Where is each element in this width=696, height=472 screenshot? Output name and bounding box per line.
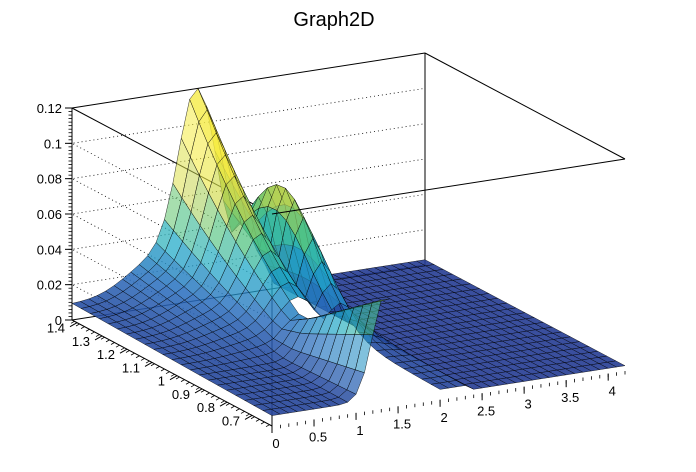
y-minor-tick [200, 389, 205, 393]
y-minor-tick [70, 320, 75, 324]
surface-cell [372, 298, 390, 303]
y-tick-label: 0.9 [172, 387, 190, 402]
surface-cell [606, 360, 626, 368]
x-tick-label: 3.5 [561, 390, 579, 405]
x-tick-label: 0 [272, 436, 279, 451]
x-tick-label: 3 [525, 397, 532, 412]
box-edge-top-front [271, 158, 626, 215]
y-minor-tick [205, 392, 210, 396]
y-minor-tick [250, 416, 255, 420]
y-minor-tick [125, 350, 130, 353]
z-tick-label: 0.1 [44, 136, 62, 151]
y-minor-tick [120, 347, 125, 351]
y-tick-mark [169, 375, 178, 381]
y-tick-mark [119, 348, 128, 354]
chart-title: Graph2D [293, 9, 374, 31]
y-minor-tick [190, 384, 195, 388]
y-tick-mark [94, 335, 103, 341]
y-minor-tick [215, 397, 220, 401]
y-minor-tick [240, 411, 245, 414]
y-minor-tick [135, 355, 140, 359]
y-minor-tick [105, 339, 110, 343]
y-minor-tick [145, 360, 150, 364]
y-minor-tick [150, 363, 155, 367]
y-minor-tick [180, 379, 185, 382]
y-minor-tick [85, 328, 90, 332]
y-minor-tick [115, 344, 120, 348]
grid-line [70, 193, 426, 356]
z-tick-label: 0.04 [37, 242, 62, 257]
y-minor-tick [140, 358, 145, 361]
y-minor-tick [95, 334, 100, 337]
y-minor-tick [155, 366, 160, 369]
y-minor-tick [185, 381, 190, 385]
y-axis-ticks: 0.7 0.8 0.9 1 1.1 1.2 1.3 1.4 [47, 320, 270, 428]
y-tick-label: 0.8 [197, 400, 215, 415]
y-minor-tick [80, 326, 85, 329]
y-tick-label: 1.2 [97, 347, 115, 362]
y-minor-tick [225, 403, 230, 406]
y-tick-label: 1.3 [72, 334, 90, 349]
y-minor-tick [235, 408, 240, 412]
y-minor-tick [265, 424, 270, 428]
x-tick-label: 2.5 [477, 403, 495, 418]
y-minor-tick [110, 342, 115, 345]
z-tick-label: 0.02 [37, 278, 62, 293]
y-minor-tick [170, 373, 175, 377]
grid-line [70, 123, 426, 286]
z-axis-ticks: 0 0.02 0.04 0.06 0.08 0.1 0.12 [37, 101, 72, 328]
box-edge-top-right [424, 52, 626, 160]
y-minor-tick [220, 400, 225, 404]
y-tick-mark [219, 401, 228, 407]
y-tick-label: 1.1 [122, 360, 140, 375]
box-edge-back [71, 319, 273, 427]
y-minor-tick [75, 323, 80, 327]
y-minor-tick [195, 387, 200, 390]
z-tick-label: 0.06 [37, 207, 62, 222]
y-tick-mark [194, 388, 203, 394]
z-tick-label: 0.08 [37, 172, 62, 187]
y-tick-mark [244, 414, 253, 420]
y-tick-label: 1.4 [47, 321, 65, 336]
box-edge-back [71, 52, 426, 109]
y-minor-tick [165, 371, 170, 375]
y-tick-mark [144, 361, 153, 367]
y-minor-tick [130, 352, 135, 356]
y-minor-tick [255, 419, 260, 422]
z-tick-label: 0.12 [37, 101, 62, 116]
x-tick-label: 1 [356, 423, 363, 438]
y-minor-tick [245, 413, 250, 417]
y-minor-tick [175, 376, 180, 380]
y-tick-mark [69, 322, 78, 328]
y-minor-tick [160, 368, 165, 372]
x-axis-ticks: 0 0.5 1 1.5 2 2.5 3 3.5 4 [271, 371, 626, 451]
y-minor-tick [210, 395, 215, 398]
x-tick-label: 2 [440, 410, 447, 425]
grid-line [70, 87, 426, 250]
grid-line [70, 158, 426, 321]
y-minor-tick [230, 405, 235, 409]
x-tick-label: 1.5 [393, 416, 411, 431]
plot-box-front [271, 52, 626, 215]
x-tick-label: 0.5 [309, 429, 327, 444]
y-tick-label: 0.7 [222, 413, 240, 428]
surface-mesh [71, 87, 626, 416]
y-minor-tick [260, 421, 265, 425]
y-minor-tick [100, 336, 105, 340]
x-tick-label: 4 [609, 384, 616, 399]
z-tick-label: 0 [55, 313, 62, 328]
y-tick-label: 1 [158, 374, 165, 389]
y-minor-tick [90, 331, 95, 335]
